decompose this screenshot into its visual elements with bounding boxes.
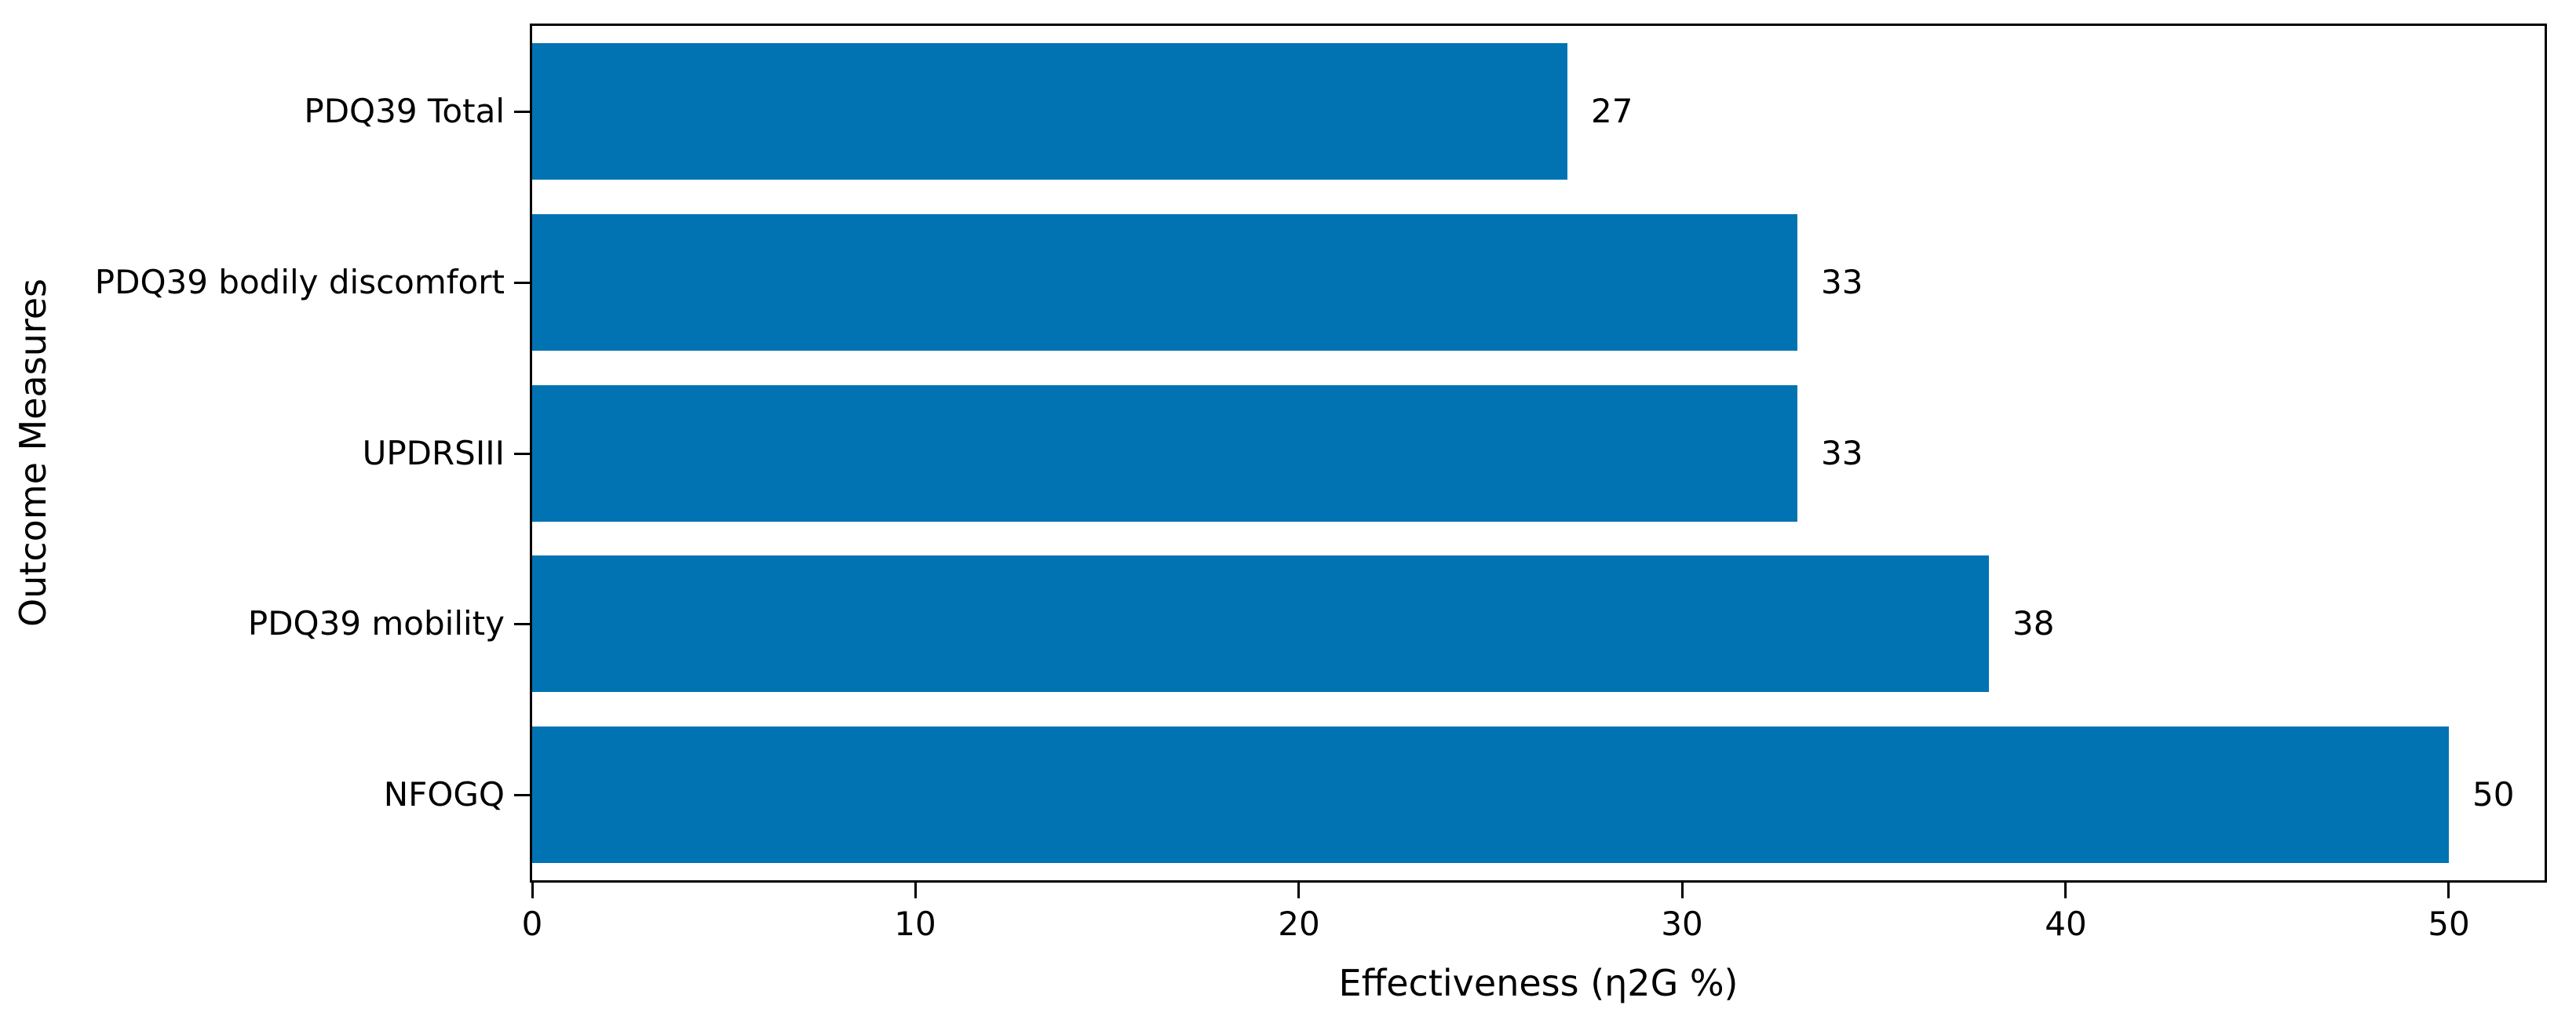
x-tick-label: 30 [1661, 905, 1703, 943]
x-tick-mark [531, 883, 534, 898]
x-tick-mark [914, 883, 917, 898]
x-axis-title: Effectiveness (η2G %) [1338, 962, 1739, 1004]
x-tick-mark [1297, 883, 1300, 898]
y-tick-label-pdq39-total: PDQ39 Total [304, 92, 505, 130]
y-tick-label-nfogq: NFOGQ [383, 775, 505, 814]
x-tick-mark [2064, 883, 2067, 898]
x-tick-mark [1681, 883, 1684, 898]
plot-area: 27 33 33 38 50 [530, 24, 2547, 883]
y-tick-mark [514, 453, 530, 455]
x-tick-label: 0 [521, 905, 543, 943]
bar-value-label: 50 [2472, 775, 2515, 814]
bar-pdq39-mobility [532, 555, 1989, 692]
bar-value-label: 27 [1591, 92, 1633, 130]
y-tick-label-pdq39-bodily-discomfort: PDQ39 bodily discomfort [94, 263, 505, 301]
y-tick-label-updrsiii: UPDRSIII [362, 434, 505, 472]
bar-value-label: 33 [1821, 263, 1863, 301]
x-tick-label: 40 [2045, 905, 2087, 943]
bar-updrsiii [532, 385, 1797, 522]
x-tick-label: 20 [1278, 905, 1320, 943]
y-tick-mark [514, 111, 530, 113]
y-tick-mark [514, 282, 530, 284]
bar-nfogq [532, 726, 2449, 863]
y-tick-label-pdq39-mobility: PDQ39 mobility [247, 604, 505, 643]
y-tick-mark [514, 623, 530, 625]
bars-layer: 27 33 33 38 50 [532, 26, 2545, 880]
bar-pdq39-bodily-discomfort [532, 214, 1797, 351]
bar-value-label: 33 [1821, 434, 1863, 472]
x-tick-mark [2447, 883, 2450, 898]
x-tick-label: 10 [894, 905, 936, 943]
y-tick-mark [514, 794, 530, 796]
bar-value-label: 38 [2012, 604, 2055, 643]
x-tick-label: 50 [2428, 905, 2470, 943]
bar-pdq39-total [532, 43, 1567, 180]
